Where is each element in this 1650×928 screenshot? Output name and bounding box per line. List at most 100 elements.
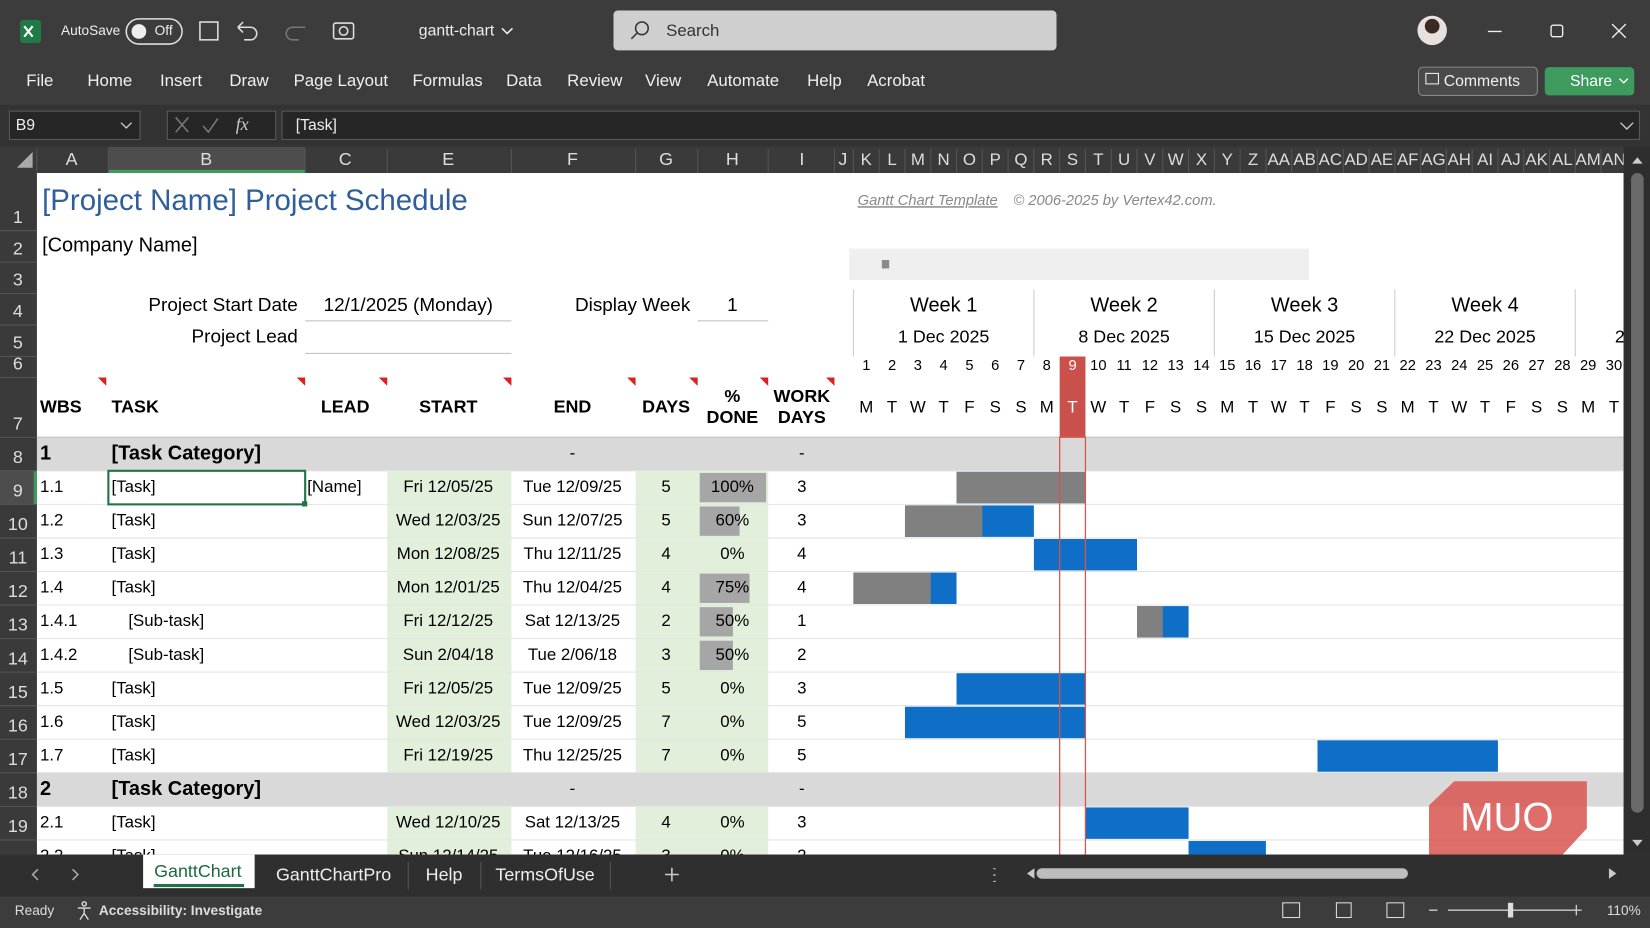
column-header[interactable]: Y: [1222, 150, 1233, 169]
formula-input[interactable]: [281, 110, 1641, 140]
column-header[interactable]: W: [1168, 150, 1184, 169]
row-header[interactable]: 4: [13, 301, 23, 321]
column-header[interactable]: AG: [1421, 150, 1445, 169]
row-header[interactable]: 14: [8, 648, 28, 668]
column-header[interactable]: AI: [1477, 150, 1493, 169]
credit-link[interactable]: Gantt Chart Template: [858, 193, 998, 209]
name-box[interactable]: [8, 110, 141, 140]
camera-icon[interactable]: [332, 22, 355, 40]
row-header[interactable]: 12: [8, 581, 28, 601]
v-scroll-thumb[interactable]: [1631, 173, 1644, 813]
week-scroller[interactable]: [849, 248, 1310, 280]
ribbon-tab[interactable]: Acrobat: [867, 71, 925, 90]
column-header[interactable]: G: [659, 149, 673, 169]
ribbon-tab[interactable]: Home: [87, 71, 132, 90]
column-header[interactable]: J: [838, 149, 847, 169]
column-header[interactable]: AH: [1448, 150, 1471, 169]
restore[interactable]: [1550, 24, 1564, 38]
column-header[interactable]: H: [726, 149, 739, 169]
row-header[interactable]: 9: [13, 481, 23, 501]
ribbon-tab[interactable]: Page Layout: [294, 71, 389, 90]
column-header[interactable]: AF: [1397, 150, 1419, 169]
row-header[interactable]: 10: [8, 514, 28, 534]
column-header[interactable]: S: [1067, 150, 1078, 169]
ribbon-tab[interactable]: Review: [567, 71, 623, 90]
column-header[interactable]: P: [990, 150, 1001, 169]
column-header[interactable]: AE: [1371, 150, 1393, 169]
page-break-view[interactable]: [1386, 902, 1405, 919]
ribbon-tab[interactable]: Insert: [160, 71, 202, 90]
column-header[interactable]: AJ: [1501, 150, 1521, 169]
column-header[interactable]: U: [1118, 150, 1130, 169]
column-header[interactable]: K: [861, 150, 873, 169]
search-box[interactable]: [613, 10, 1057, 51]
scroll-up[interactable]: [1632, 157, 1643, 164]
column-header[interactable]: E: [442, 149, 454, 169]
status-accessibility[interactable]: Accessibility: Investigate: [99, 903, 263, 918]
sheet-tab[interactable]: GanttChart: [154, 861, 241, 881]
row-header[interactable]: 15: [8, 682, 28, 702]
zoom-level[interactable]: 110%: [1607, 903, 1641, 918]
column-header[interactable]: AL: [1552, 150, 1573, 169]
zoom-thumb[interactable]: [1507, 902, 1514, 918]
row-header[interactable]: 7: [13, 413, 23, 433]
column-header[interactable]: AD: [1344, 150, 1367, 169]
column-header[interactable]: V: [1144, 150, 1156, 169]
column-header[interactable]: X: [1196, 150, 1207, 169]
column-header[interactable]: AA: [1268, 150, 1291, 169]
column-header[interactable]: AM: [1576, 150, 1601, 169]
undo-icon[interactable]: [237, 21, 258, 41]
ribbon-tab[interactable]: Automate: [707, 71, 779, 90]
ribbon-tab[interactable]: Formulas: [412, 71, 482, 90]
autosave-toggle[interactable]: [125, 18, 183, 45]
column-header[interactable]: F: [567, 149, 578, 169]
column-header[interactable]: A: [66, 149, 78, 169]
row-header[interactable]: 1: [13, 207, 23, 227]
row-header[interactable]: 2: [13, 238, 23, 258]
column-header[interactable]: I: [799, 149, 804, 169]
save-icon[interactable]: [199, 21, 219, 41]
column-header[interactable]: O: [963, 150, 976, 169]
ribbon-tab[interactable]: Help: [807, 71, 842, 90]
sheet-tab[interactable]: GanttChartPro: [276, 864, 391, 884]
ribbon-tab[interactable]: Draw: [229, 71, 269, 90]
column-header[interactable]: AK: [1525, 150, 1548, 169]
ribbon-tab[interactable]: File: [26, 71, 53, 90]
row-header[interactable]: 8: [13, 447, 23, 467]
column-header[interactable]: R: [1041, 150, 1053, 169]
row-header[interactable]: 6: [13, 354, 23, 374]
row-header[interactable]: 18: [8, 783, 28, 803]
sheet-tab[interactable]: TermsOfUse: [495, 864, 594, 884]
close[interactable]: [1611, 23, 1627, 39]
file-name[interactable]: gantt-chart: [419, 23, 495, 40]
row-header[interactable]: 3: [13, 270, 23, 290]
page-layout-view[interactable]: [1335, 902, 1352, 919]
column-header[interactable]: AB: [1293, 150, 1315, 169]
comments-button[interactable]: [1417, 66, 1538, 96]
column-header[interactable]: L: [887, 150, 896, 169]
column-header[interactable]: N: [938, 150, 950, 169]
row-header[interactable]: 17: [8, 749, 28, 769]
column-header[interactable]: AN: [1602, 150, 1625, 169]
sheet-tab[interactable]: Help: [426, 864, 463, 884]
column-header[interactable]: Z: [1248, 150, 1258, 169]
row-header[interactable]: 11: [9, 548, 28, 568]
column-header[interactable]: B: [200, 149, 212, 169]
row-header[interactable]: 16: [8, 715, 28, 735]
column-header[interactable]: T: [1093, 150, 1103, 169]
share-button[interactable]: [1544, 67, 1635, 96]
column-header[interactable]: M: [911, 150, 925, 169]
column-header[interactable]: AC: [1319, 150, 1342, 169]
tab-nav[interactable]: [31, 868, 79, 881]
column-header[interactable]: C: [339, 149, 352, 169]
add-sheet[interactable]: [665, 867, 679, 882]
h-scroll-thumb[interactable]: [1036, 868, 1408, 879]
ribbon-tab[interactable]: View: [645, 71, 682, 90]
row-header[interactable]: 5: [13, 333, 23, 353]
column-header[interactable]: Q: [1014, 150, 1027, 169]
scroll-down[interactable]: [1632, 839, 1643, 847]
row-header[interactable]: 13: [8, 615, 28, 635]
row-header[interactable]: 19: [8, 816, 28, 836]
ribbon-tab[interactable]: Data: [506, 71, 542, 90]
normal-view[interactable]: [1282, 902, 1301, 919]
